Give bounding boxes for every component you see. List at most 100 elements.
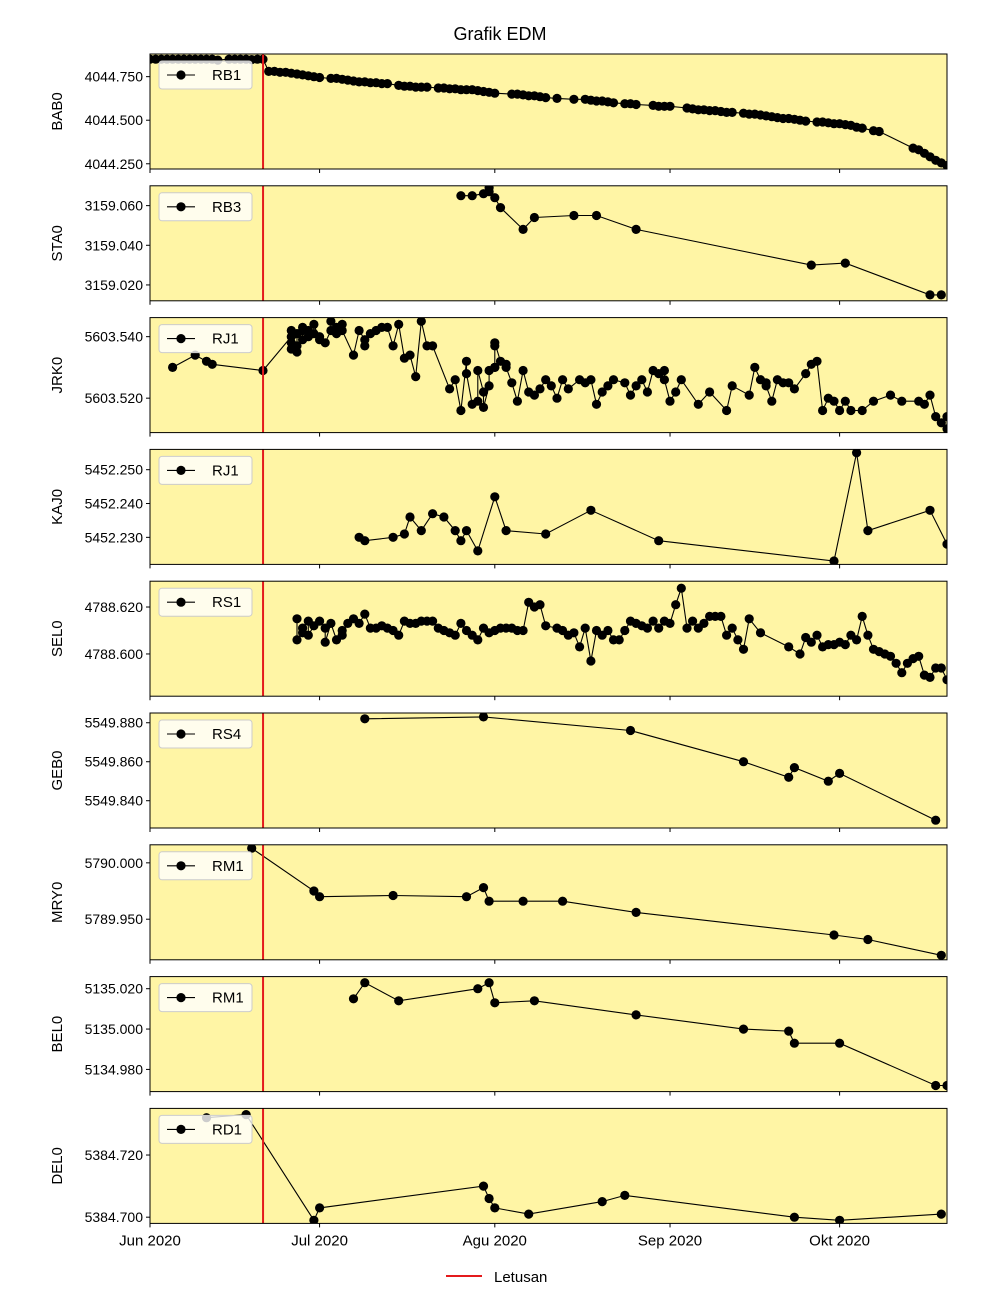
data-point (394, 319, 404, 329)
panel-data (456, 185, 946, 300)
data-point (360, 536, 370, 546)
data-point (456, 618, 466, 629)
data-point (298, 623, 308, 633)
data-point (247, 844, 257, 853)
y-tick-label: 5384.720 (85, 1147, 144, 1163)
data-point (863, 526, 873, 536)
panel-frame (149, 1107, 948, 1224)
data-point (405, 512, 415, 522)
data-point (931, 815, 941, 825)
data-point (767, 396, 777, 406)
panel-sel0: 4788.600 4788.620 SEL0 RS1 (49, 580, 948, 701)
data-point (835, 1038, 845, 1048)
data-point (586, 375, 596, 385)
data-point (484, 1193, 494, 1204)
data-point (478, 387, 489, 397)
data-point (755, 628, 766, 638)
data-point (914, 651, 924, 661)
data-point (806, 260, 816, 270)
data-point (789, 1038, 800, 1048)
data-point (450, 630, 460, 640)
data-point (857, 123, 867, 133)
data-point (863, 934, 873, 945)
data-point (789, 384, 800, 394)
data-point (388, 890, 398, 901)
data-point (925, 505, 935, 515)
y-tick-label: 5135.000 (85, 1021, 144, 1037)
data-point (722, 630, 732, 640)
data-point (309, 319, 319, 329)
data-point (524, 1209, 534, 1219)
y-axis-label: BAB0 (49, 92, 66, 130)
panel-frame (149, 185, 948, 302)
data-point (586, 656, 596, 666)
data-point (925, 390, 935, 400)
data-point (495, 203, 506, 213)
legend-label: RM1 (212, 858, 244, 875)
data-point (461, 356, 472, 366)
data-point (835, 768, 845, 779)
data-point (631, 907, 641, 918)
y-tick-label: 3159.040 (85, 237, 144, 253)
data-point (535, 384, 545, 394)
legend-label: RJ1 (212, 331, 239, 348)
data-point (784, 772, 794, 782)
data-point (529, 390, 540, 400)
data-point (490, 193, 500, 203)
data-point (936, 950, 946, 960)
data-point (671, 600, 681, 610)
data-point (580, 623, 590, 633)
y-tick-label: 4044.500 (85, 112, 144, 128)
data-point (693, 399, 703, 409)
data-point (868, 396, 879, 406)
panel-data (354, 449, 947, 565)
data-point (642, 623, 653, 633)
data-point (608, 375, 619, 385)
data-point (806, 637, 816, 647)
data-point (665, 618, 675, 629)
data-point (784, 378, 794, 388)
panel-frame (149, 317, 948, 434)
panels: 4044.2504044.5004044.750BAB0RB13159.0203… (49, 53, 948, 1228)
figure-legend: Letusan (446, 1269, 547, 1286)
data-point (320, 637, 330, 647)
y-tick-label: 4788.620 (85, 599, 144, 615)
data-point (337, 630, 347, 640)
data-point (399, 529, 409, 539)
data-point (925, 290, 935, 300)
legend-box (158, 851, 253, 881)
panel-frame (149, 712, 948, 829)
data-point (535, 600, 545, 610)
data-point (541, 621, 551, 631)
data-point (490, 88, 500, 98)
legend-box (158, 719, 253, 749)
data-point (348, 350, 359, 360)
data-point (360, 978, 370, 988)
data-point (382, 79, 392, 89)
panel-bel0: 5134.980 5135.000 5135.020 BEL0 RM1 (49, 976, 948, 1096)
data-point (789, 763, 800, 773)
data-point (360, 714, 370, 724)
data-point (490, 362, 500, 372)
data-point (575, 642, 585, 652)
data-point (428, 616, 438, 626)
panel-data (247, 844, 946, 960)
y-tick-label: 4044.250 (85, 156, 144, 172)
data-point (750, 362, 760, 372)
panel-data (168, 317, 947, 433)
x-tick-label: Sep 2020 (638, 1232, 702, 1249)
data-point (478, 1181, 489, 1191)
data-point (727, 107, 737, 117)
data-point (292, 341, 302, 351)
data-point (716, 611, 726, 622)
data-point (744, 390, 754, 400)
data-point (439, 512, 449, 522)
data-point (309, 1215, 319, 1224)
data-point (840, 258, 850, 268)
data-point (490, 1203, 500, 1213)
data-point (705, 387, 715, 397)
data-point (552, 393, 562, 403)
data-point (354, 325, 364, 336)
data-point (484, 896, 494, 906)
